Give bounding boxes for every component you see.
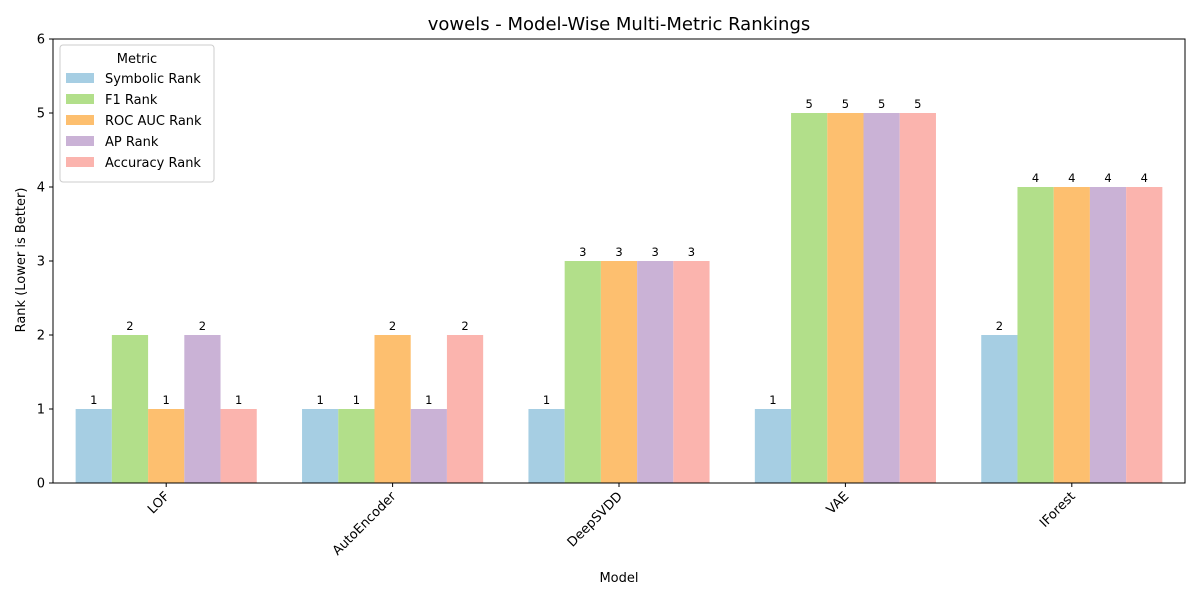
bar-value-label: 3 (652, 245, 659, 259)
bar (220, 409, 257, 483)
bar-value-label: 2 (461, 319, 468, 333)
x-axis-label: Model (599, 571, 638, 586)
bar-value-label: 1 (425, 393, 432, 407)
bar-value-label: 2 (996, 319, 1003, 333)
y-tick-label: 6 (37, 33, 45, 48)
bar (302, 409, 339, 483)
legend-swatch (66, 73, 94, 83)
x-tick-label: IForest (1037, 489, 1079, 531)
legend-label: Symbolic Rank (105, 72, 201, 87)
bar-value-label: 1 (163, 393, 170, 407)
bars-layer (75, 113, 1163, 483)
bar (410, 409, 447, 483)
bar (564, 261, 601, 483)
bar-value-label: 3 (688, 245, 695, 259)
bar-value-label: 1 (353, 393, 360, 407)
bar (863, 113, 900, 483)
bar-value-label: 5 (914, 97, 921, 111)
legend-label: Accuracy Rank (105, 156, 201, 171)
bar-value-label: 4 (1032, 171, 1039, 185)
bar (111, 335, 149, 483)
bar (1017, 187, 1054, 483)
bar-value-label: 2 (389, 319, 396, 333)
bar (827, 113, 864, 483)
bar (637, 261, 674, 483)
bar-value-label: 1 (316, 393, 323, 407)
legend-swatch (66, 115, 94, 125)
bar (791, 113, 828, 483)
bar (673, 261, 710, 483)
bar-value-label: 5 (842, 97, 849, 111)
y-tick-label: 3 (37, 255, 45, 270)
y-tick-label: 4 (37, 181, 45, 196)
bar-value-label: 4 (1141, 171, 1148, 185)
legend-box (59, 44, 215, 183)
bar-value-label: 5 (878, 97, 885, 111)
bar (981, 335, 1018, 483)
bar (75, 409, 112, 483)
bar (338, 409, 375, 483)
bar (148, 409, 185, 483)
legend-label: ROC AUC Rank (105, 114, 202, 129)
chart-title: vowels - Model-Wise Multi-Metric Ranking… (428, 14, 811, 35)
bar-value-label: 1 (235, 393, 242, 407)
bar-value-label: 1 (769, 393, 776, 407)
y-tick-label: 1 (37, 403, 45, 418)
bar (1089, 187, 1127, 483)
bar-value-label: 4 (1068, 171, 1075, 185)
bar-value-label: 1 (543, 393, 550, 407)
y-tick-label: 5 (37, 107, 45, 122)
bar-value-label: 1 (90, 393, 97, 407)
y-tick-label: 0 (37, 477, 45, 492)
legend-swatch (66, 157, 94, 167)
bar (374, 335, 411, 483)
bar-value-labels: 1 1 1 1 2 2 1 3 5 4 1 2 3 5 4 2 1 3 5 4 1 2 3 5 4 (90, 97, 1148, 407)
bar (528, 409, 565, 483)
bar-value-label: 2 (126, 319, 133, 333)
bar (446, 335, 484, 483)
legend-swatch (66, 136, 94, 146)
x-tick-label: VAE (824, 489, 852, 517)
legend-label: F1 Rank (105, 93, 158, 108)
bar-value-label: 2 (199, 319, 206, 333)
legend-label: AP Rank (105, 135, 159, 150)
legend-swatch (66, 94, 94, 104)
bar (899, 113, 936, 483)
y-tick-label: 2 (37, 329, 45, 344)
bar (600, 261, 638, 483)
x-tick-label: DeepSVDD (565, 489, 626, 550)
x-tick-label: LOF (145, 489, 173, 517)
bar-value-label: 3 (615, 245, 622, 259)
bar (1053, 187, 1090, 483)
x-tick-label: AutoEncoder (330, 489, 400, 559)
bar (1126, 187, 1163, 483)
bar-value-label: 4 (1104, 171, 1111, 185)
bar (184, 335, 221, 483)
bar-value-label: 5 (806, 97, 813, 111)
bar-value-label: 3 (579, 245, 586, 259)
legend: Metric Symbolic Rank F1 Rank ROC AUC Rank AP… (59, 44, 215, 183)
y-axis-label: Rank (Lower is Better) (14, 188, 29, 333)
legend-title: Metric (117, 52, 157, 67)
bar (754, 409, 792, 483)
